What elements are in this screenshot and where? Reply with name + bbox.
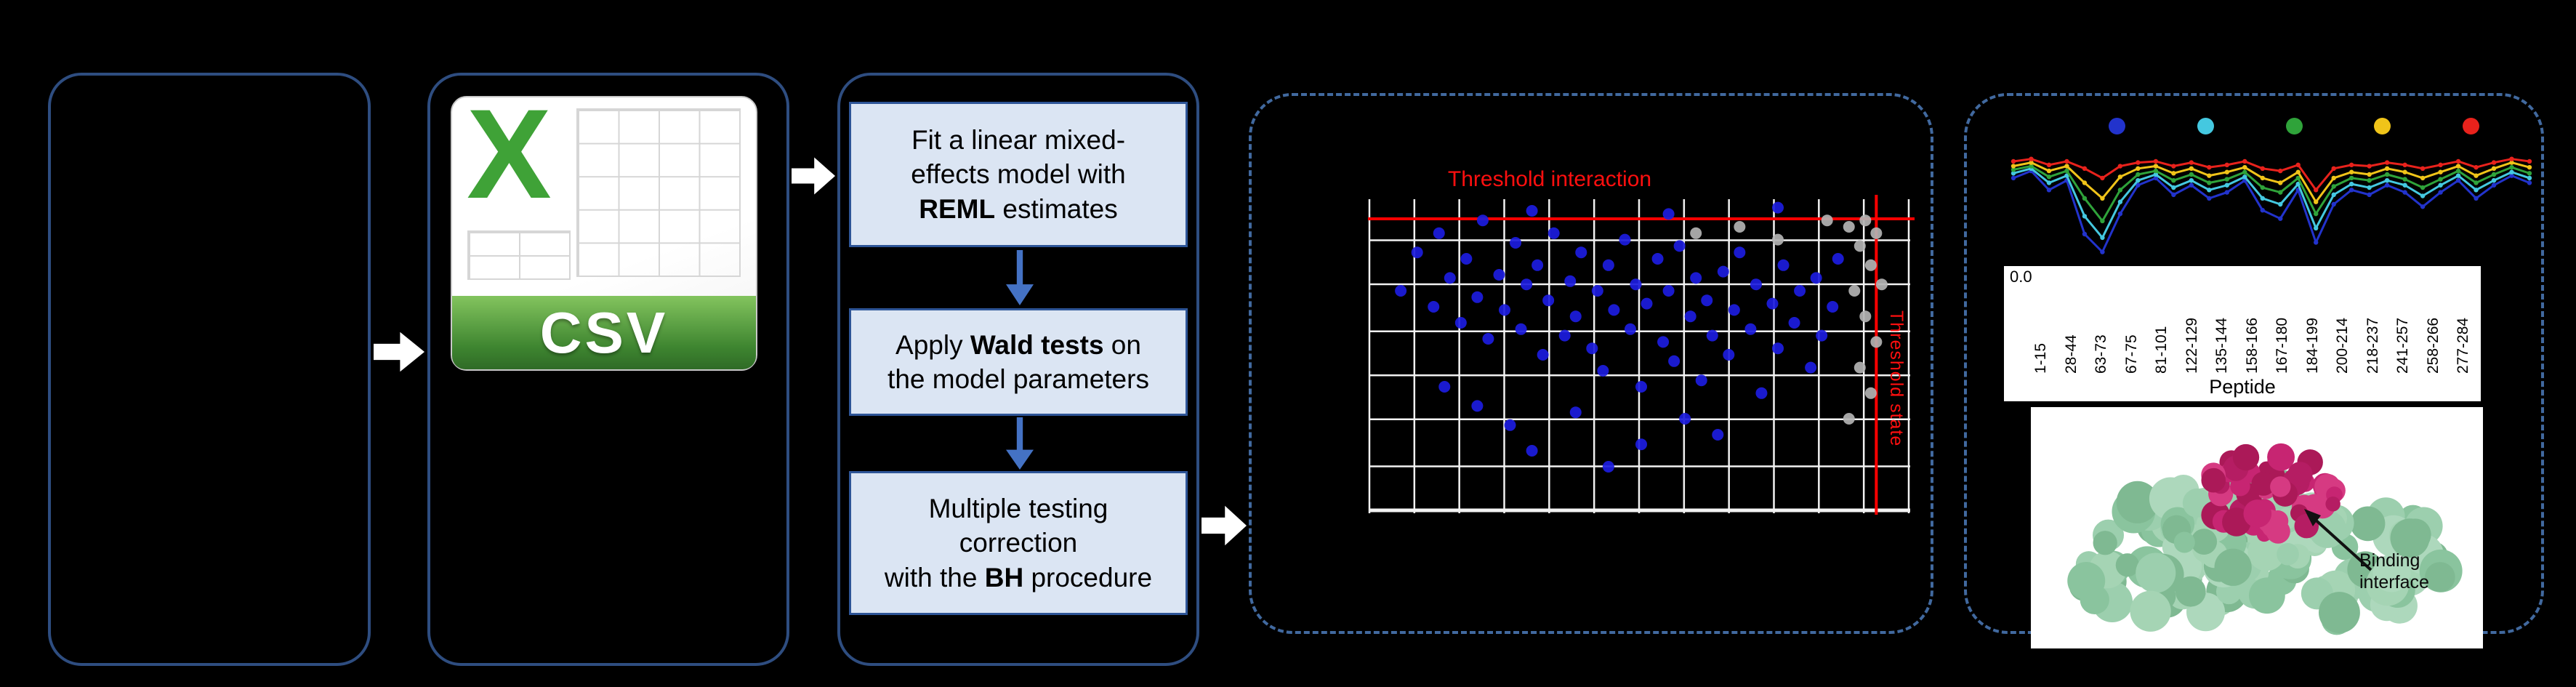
spreadsheet-grid — [576, 108, 741, 277]
csv-file-icon: X CSV — [451, 84, 757, 371]
flow-arrow-1 — [374, 332, 424, 372]
step1-bold: REML — [919, 193, 996, 224]
step1-pre: Fit a linear mixed- effects model with — [911, 124, 1126, 190]
step3-post: procedure — [1023, 562, 1153, 592]
uptake-line-chart — [2011, 156, 2532, 254]
scatter-title: Threshold interaction — [1447, 167, 1652, 191]
flow-arrow-2 — [792, 157, 835, 195]
hdx-result-panel: 0.0 1-15 28-44 63-73 67-75 81-101 122-129 135-… — [1964, 93, 2544, 648]
scatter-result-panel: Threshold interaction Threshold state — [1249, 93, 1933, 634]
step3-bold: BH — [984, 562, 1024, 592]
peptide-tick-label: 258-266 — [2424, 317, 2442, 374]
csv-banner-label: CSV — [539, 300, 669, 365]
chart-axis-area: 0.0 1-15 28-44 63-73 67-75 81-101 122-129 135-… — [2004, 266, 2481, 401]
peptide-tick-labels: 1-15 28-44 63-73 67-75 81-101 122-129 135-144 1… — [2032, 270, 2471, 374]
step2-bold: Wald tests — [970, 329, 1104, 360]
peptide-tick-label: 241-257 — [2394, 317, 2411, 374]
peptide-tick-label: 277-284 — [2455, 317, 2471, 374]
protein-structure — [2067, 443, 2463, 635]
excel-x-logo: X — [467, 84, 552, 225]
step-text: Multiple testing correction with the BH … — [885, 491, 1152, 595]
step-box-wald: Apply Wald tests on the model parameters — [849, 308, 1188, 416]
step3-pre: Multiple testing correction with the — [884, 493, 1108, 592]
series-legend — [2109, 118, 2479, 134]
binding-interface-label: Binding interface — [2359, 550, 2429, 592]
peptide-tick-label: 200-214 — [2334, 317, 2351, 374]
protein-structure-figure: Binding interface — [2031, 407, 2483, 648]
peptide-tick-label: 135-144 — [2213, 317, 2230, 374]
binding-arrow-line — [2310, 515, 2372, 571]
binding-arrow-head — [2304, 509, 2321, 526]
peptide-tick-label: 1-15 — [2032, 342, 2049, 374]
step-arrow-1 — [1006, 250, 1034, 305]
step-arrow-2 — [1006, 417, 1034, 470]
csv-banner: CSV — [452, 296, 756, 369]
scatter-side-threshold-label: Threshold state — [1886, 310, 1907, 447]
peptide-tick-label: 63-73 — [2093, 334, 2109, 374]
step-box-bh: Multiple testing correction with the BH … — [849, 471, 1188, 615]
peptide-tick-label: 28-44 — [2062, 334, 2080, 374]
peptide-tick-label: 167-180 — [2274, 317, 2290, 374]
legend-dot-cyan — [2197, 118, 2214, 134]
input-panel — [48, 73, 371, 666]
peptide-tick-label: 81-101 — [2153, 326, 2170, 374]
legend-dot-blue — [2109, 118, 2125, 134]
peptide-tick-label: 158-166 — [2243, 317, 2261, 374]
x-axis-title: Peptide — [2209, 376, 2276, 398]
step1-post: estimates — [995, 193, 1118, 224]
peptide-tick-label: 184-199 — [2303, 317, 2321, 374]
steps-panel: Fit a linear mixed- effects model with R… — [837, 73, 1199, 666]
spreadsheet-grid — [467, 230, 571, 280]
step2-post: on the model parameters — [887, 329, 1149, 394]
step-text: Fit a linear mixed- effects model with R… — [911, 123, 1125, 226]
step2-pre: Apply — [895, 329, 970, 360]
legend-dot-yellow — [2374, 118, 2391, 134]
peptide-tick-label: 122-129 — [2183, 317, 2200, 374]
legend-dot-green — [2285, 118, 2303, 134]
peptide-tick-label: 67-75 — [2122, 334, 2140, 374]
y-axis-tick-label: 0.0 — [2010, 268, 2032, 286]
peptide-tick-label: 218-237 — [2364, 317, 2381, 374]
csv-panel: X CSV — [427, 73, 789, 666]
step-box-reml: Fit a linear mixed- effects model with R… — [849, 102, 1188, 247]
threshold-scatter-plot — [1368, 195, 1915, 515]
step-text: Apply Wald tests on the model parameters — [887, 328, 1149, 397]
legend-dot-red — [2463, 118, 2479, 134]
flow-arrow-3 — [1202, 505, 1247, 546]
